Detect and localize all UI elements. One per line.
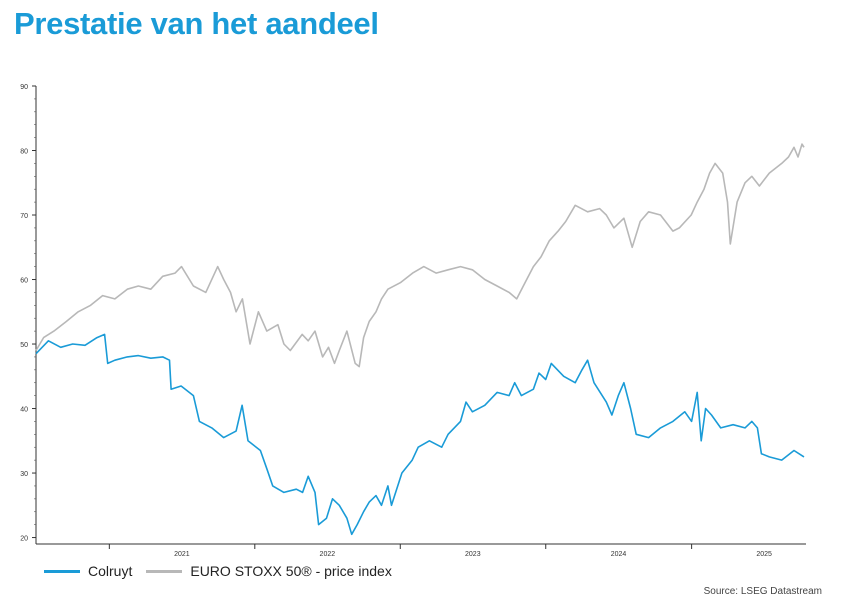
x-tick-label: 2021	[174, 551, 190, 558]
legend-swatch-0	[44, 569, 80, 573]
y-tick-label: 90	[20, 84, 28, 91]
series-layer	[35, 143, 805, 536]
y-tick-label: 20	[20, 536, 28, 543]
legend: Colruyt EURO STOXX 50® - price index	[44, 563, 406, 579]
series-line-0	[35, 333, 805, 536]
y-tick-label: 30	[20, 471, 28, 478]
series-line-1	[35, 143, 805, 368]
y-tick-label: 70	[20, 213, 28, 220]
x-tick-label: 2024	[611, 551, 627, 558]
x-tick-label: 2025	[756, 551, 772, 558]
source-note: Source: LSEG Datastream	[703, 586, 822, 597]
legend-item-1: EURO STOXX 50® - price index	[146, 563, 392, 579]
x-tick-label: 2023	[465, 551, 481, 558]
y-tick-label: 50	[20, 342, 28, 349]
legend-label-1: EURO STOXX 50® - price index	[190, 563, 392, 579]
legend-item-0: Colruyt	[44, 563, 132, 579]
legend-swatch-1	[146, 569, 183, 573]
legend-label-0: Colruyt	[88, 563, 133, 579]
y-tick-label: 60	[20, 278, 28, 285]
x-tick-label: 2022	[320, 551, 336, 558]
y-tick-label: 40	[20, 407, 28, 414]
chart-title: Prestatie van het aandeel	[14, 6, 379, 41]
y-tick-label: 80	[20, 149, 28, 156]
axes: 20 30 40 50 60 70 80 90 2021 2022 2023 2024 2025	[20, 84, 806, 558]
